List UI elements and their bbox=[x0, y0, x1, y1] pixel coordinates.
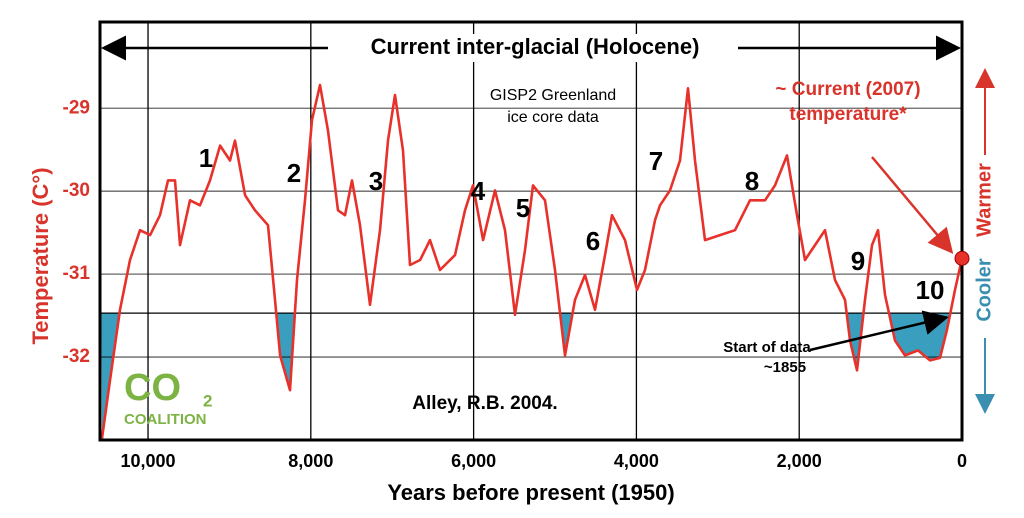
x-axis-label: Years before present (1950) bbox=[387, 480, 674, 505]
period-label: 9 bbox=[851, 246, 865, 276]
period-label: 7 bbox=[649, 146, 663, 176]
period-label: 4 bbox=[471, 176, 486, 206]
period-label: 5 bbox=[516, 193, 530, 223]
x-tick-label: 0 bbox=[957, 451, 967, 471]
start-arrow bbox=[809, 310, 949, 352]
period-label: 1 bbox=[199, 143, 213, 173]
title-bg bbox=[322, 34, 742, 62]
logo-sub: 2 bbox=[203, 391, 212, 410]
start-note: Start of data bbox=[723, 339, 811, 356]
warmer-label: Warmer bbox=[973, 163, 995, 237]
logo-co: CO bbox=[124, 367, 181, 409]
x-tick-label: 10,000 bbox=[120, 451, 175, 471]
cooler-label: Cooler bbox=[973, 258, 995, 322]
y-tick-label: -30 bbox=[63, 180, 90, 201]
chart-title: Current inter-glacial (Holocene) bbox=[371, 34, 700, 59]
period-label: 10 bbox=[916, 275, 945, 305]
y-tick-label: -31 bbox=[63, 263, 91, 284]
logo: CO 2 COALITION bbox=[124, 367, 212, 428]
citation: Alley, R.B. 2004. bbox=[412, 393, 557, 414]
current-note: ~ Current (2007) bbox=[775, 79, 920, 100]
y-tick-label: -32 bbox=[63, 346, 90, 367]
plot: 10,000 8,000 6,000 4,000 2,000 0 -29 -30 -31 -32 1… bbox=[63, 20, 970, 471]
source-note: ice core data bbox=[507, 109, 599, 126]
current-note: temperature* bbox=[789, 104, 907, 125]
x-tick-label: 4,000 bbox=[614, 451, 659, 471]
period-label: 8 bbox=[745, 166, 759, 196]
y-axis-label: Temperature (C°) bbox=[28, 167, 53, 344]
x-tick-label: 6,000 bbox=[451, 451, 496, 471]
x-tick-label: 8,000 bbox=[288, 451, 333, 471]
period-label: 3 bbox=[369, 166, 383, 196]
plot-border bbox=[98, 20, 964, 442]
logo-name: COALITION bbox=[124, 411, 207, 428]
period-label: 2 bbox=[287, 158, 301, 188]
data-line bbox=[100, 83, 964, 439]
current-arrow bbox=[871, 156, 954, 254]
y-tick-label: -29 bbox=[63, 97, 90, 118]
x-tick-label: 2,000 bbox=[777, 451, 822, 471]
start-note: ~1855 bbox=[764, 359, 806, 376]
current-point bbox=[954, 250, 970, 266]
source-note: GISP2 Greenland bbox=[490, 87, 616, 104]
period-label: 6 bbox=[586, 226, 600, 256]
